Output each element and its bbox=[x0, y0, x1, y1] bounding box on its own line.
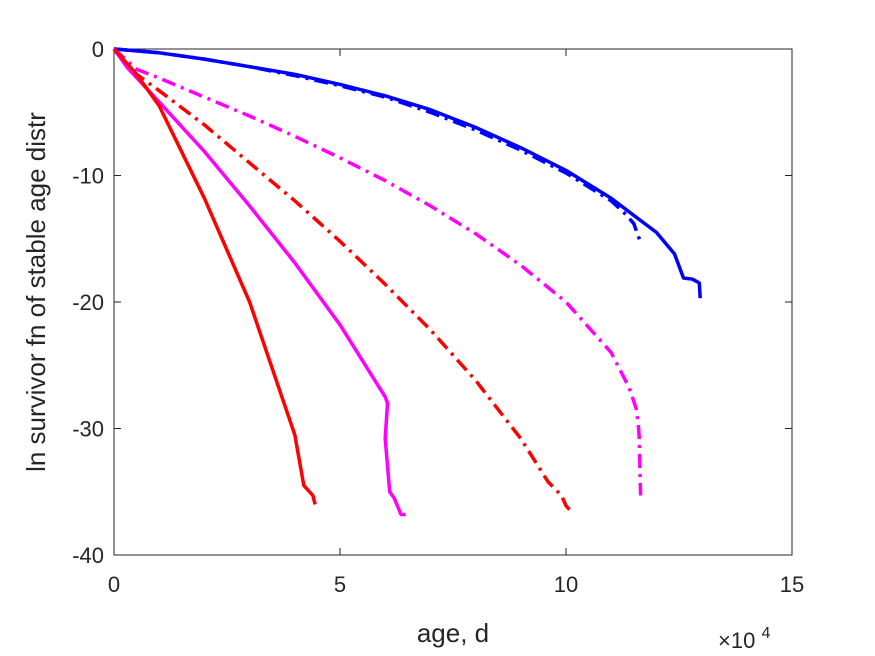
x-tick-label: 15 bbox=[780, 572, 804, 597]
x-exponent-base: ×10 bbox=[718, 628, 755, 653]
series-line-6 bbox=[112, 47, 317, 505]
plot-area bbox=[113, 48, 793, 556]
x-exponent-label: ×10 4 bbox=[718, 625, 770, 653]
series-line-5 bbox=[112, 47, 406, 517]
y-tick-label: -10 bbox=[72, 164, 104, 189]
series-line-3 bbox=[112, 47, 643, 496]
y-tick-label: -40 bbox=[72, 543, 104, 568]
series-line-4 bbox=[112, 47, 575, 515]
y-tick-label: -20 bbox=[72, 290, 104, 315]
series-line-2 bbox=[113, 47, 643, 244]
ticks: 0 5 10 15 0 -10 -20 -30 -40 bbox=[72, 37, 804, 597]
x-exponent-power: 4 bbox=[761, 625, 770, 642]
y-tick-label: -30 bbox=[72, 417, 104, 442]
x-tick-label: 0 bbox=[108, 572, 120, 597]
y-axis-label: ln survivor fn of stable age distr bbox=[21, 112, 51, 472]
x-axis-label: age, d bbox=[417, 618, 489, 648]
y-tick-label: 0 bbox=[92, 37, 104, 62]
series-layer bbox=[112, 47, 702, 517]
x-tick-label: 10 bbox=[554, 572, 578, 597]
x-tick-label: 5 bbox=[334, 572, 346, 597]
labels: age, d ln survivor fn of stable age dist… bbox=[21, 112, 770, 653]
